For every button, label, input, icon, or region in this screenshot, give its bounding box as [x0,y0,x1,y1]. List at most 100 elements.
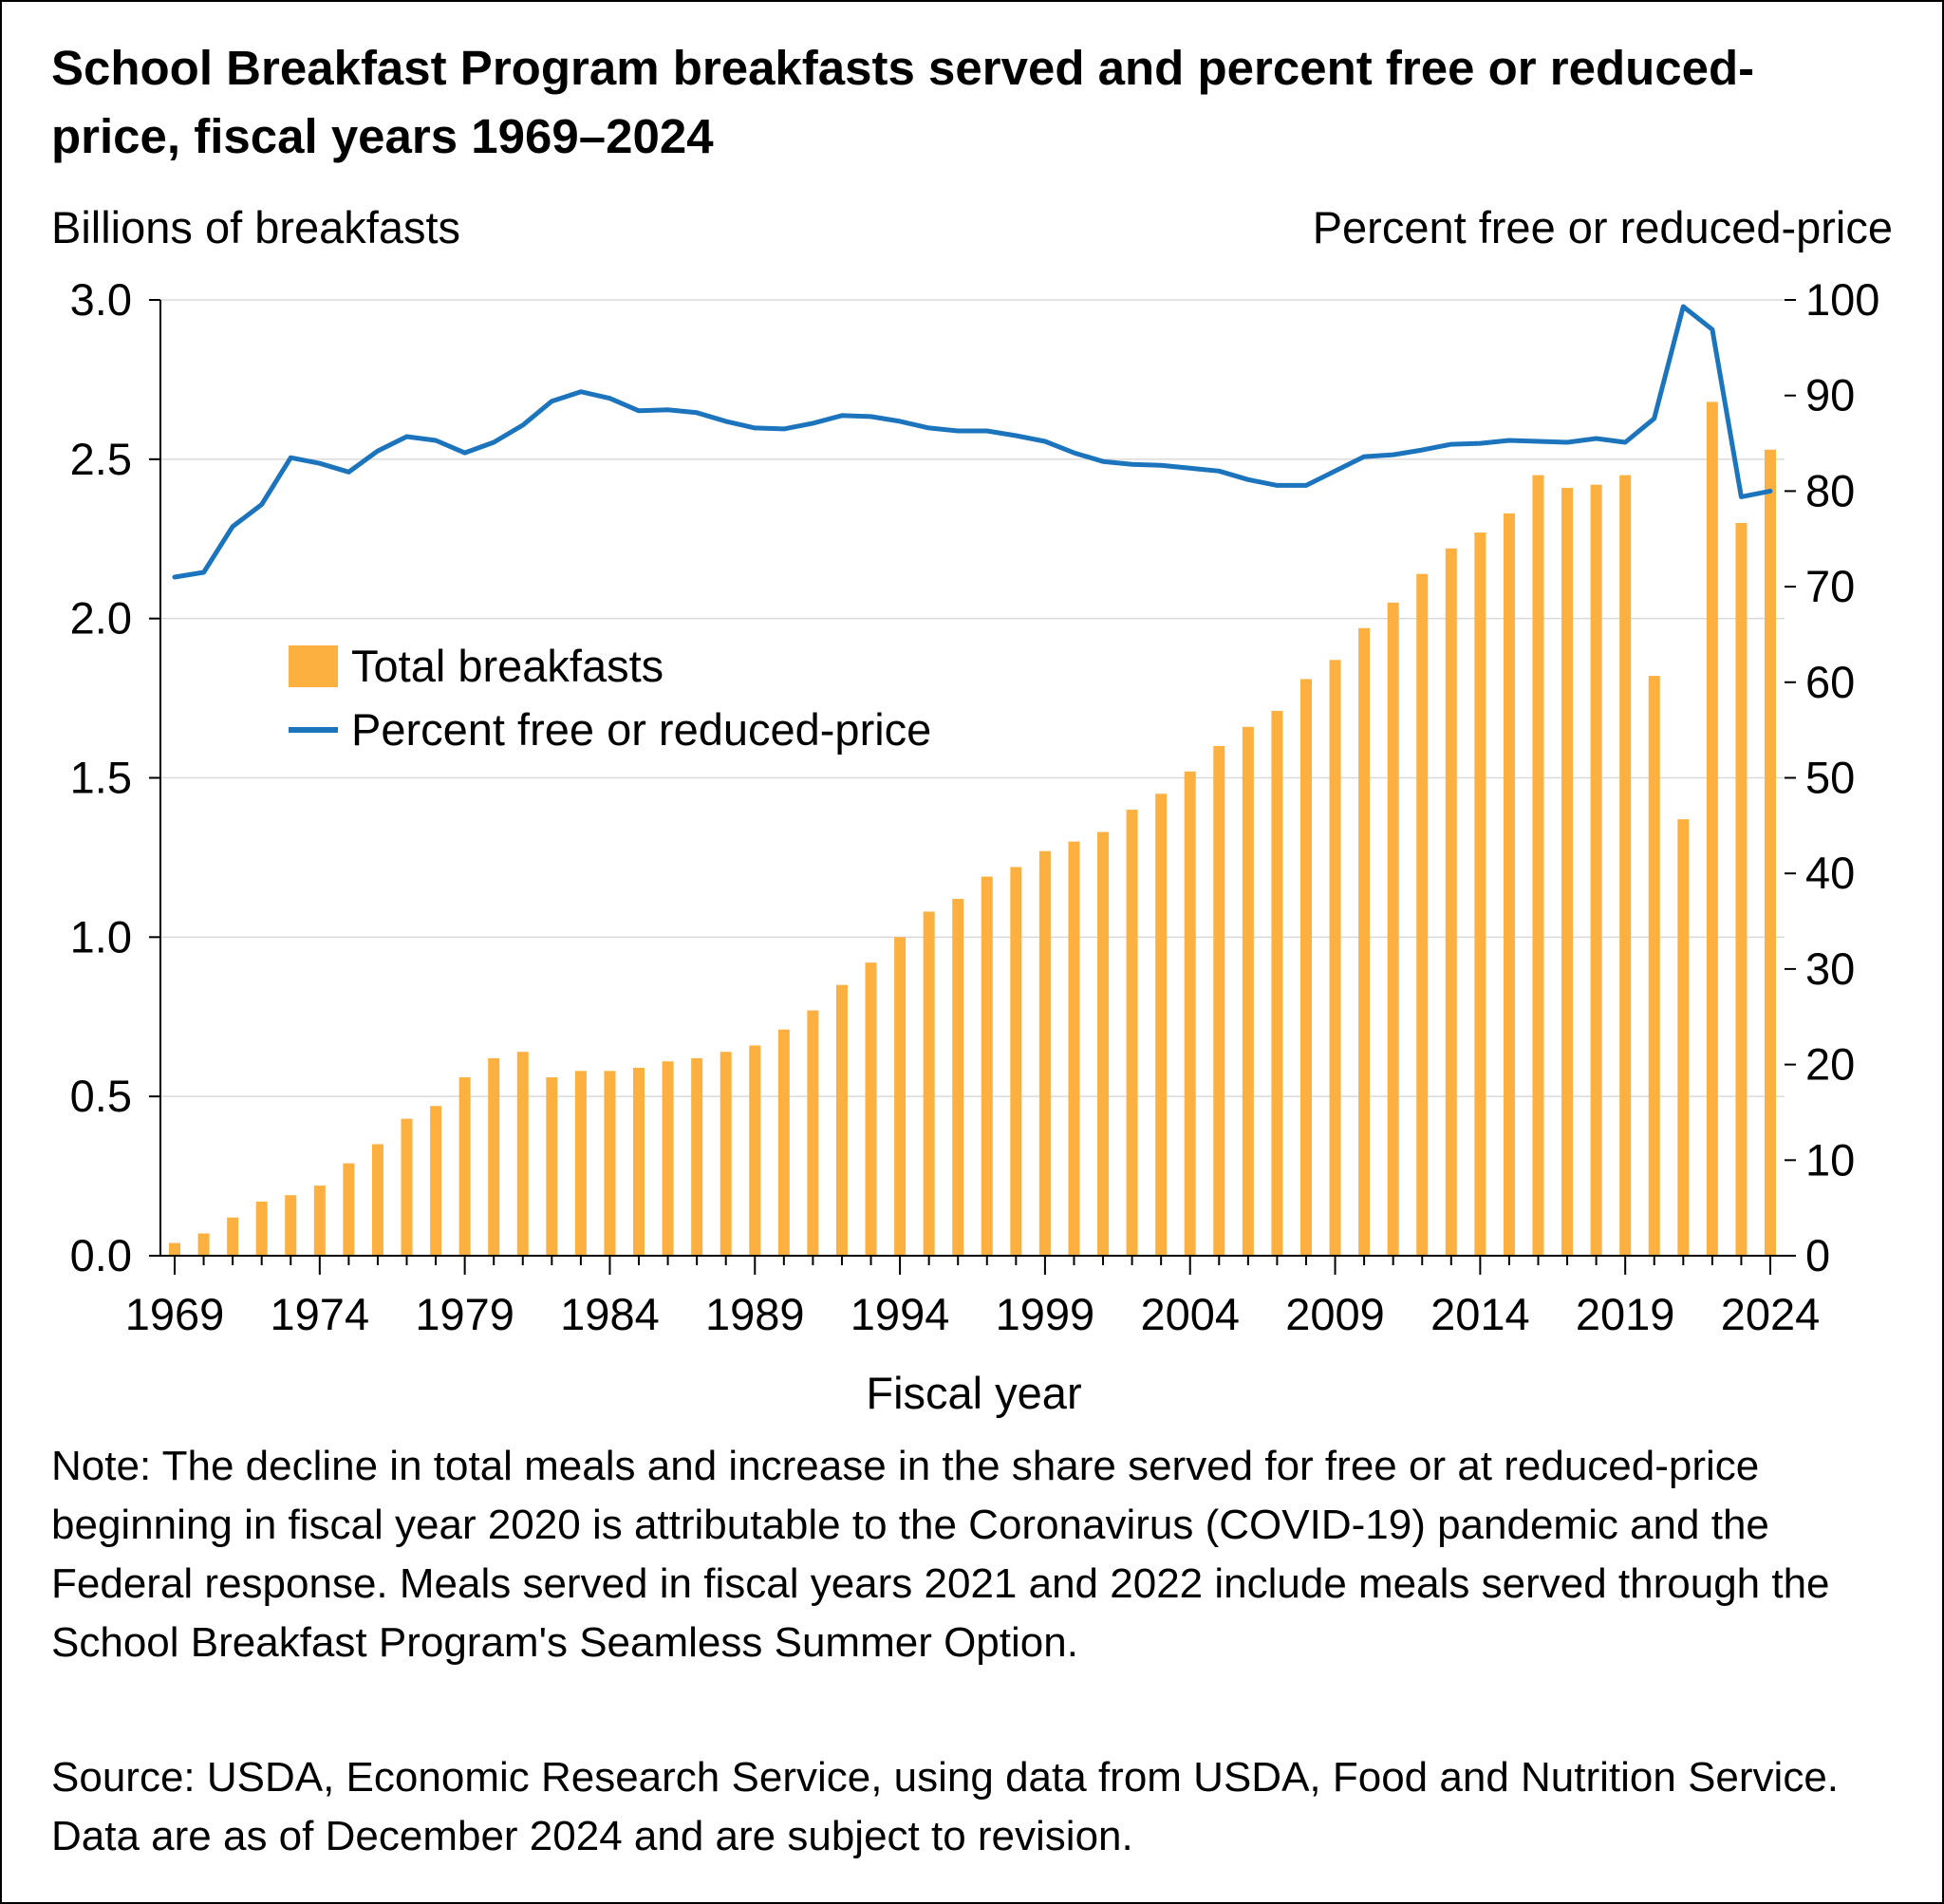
bar [691,1057,703,1256]
bar [1735,522,1748,1256]
x-axis-title: Fiscal year [866,1368,1082,1418]
x-tick-label: 1989 [705,1289,805,1339]
y2-tick-label: 30 [1805,943,1855,994]
y2-tick-label: 40 [1805,848,1855,898]
bar [1648,676,1660,1256]
bar [807,1010,819,1256]
y-tick-label: 0.0 [70,1230,132,1280]
left-axis-title: Billions of breakfasts [51,202,461,252]
bar [1242,726,1254,1256]
chart-source: Source: USDA, Economic Research Service,… [51,1754,1840,1859]
bar [1213,745,1225,1256]
bar [777,1029,790,1256]
bar [1561,488,1574,1256]
bar [1358,627,1371,1256]
y2-tick-label: 60 [1805,657,1855,707]
legend: Total breakfasts Percent free or reduced-… [289,641,931,755]
chart-note: Note: The decline in total meals and inc… [51,1443,1830,1666]
bar [430,1106,442,1256]
x-tick-label: 1979 [415,1289,514,1339]
bar [574,1071,587,1256]
y-tick-label: 0.5 [70,1071,132,1121]
y-tick-label: 3.0 [70,274,132,325]
percent-line [172,304,1773,580]
bar [1590,484,1602,1257]
bar [1155,793,1168,1256]
legend-label-bars: Total breakfasts [351,641,664,691]
y2-tick-label: 90 [1805,370,1855,420]
bar [749,1045,761,1256]
bar [285,1195,297,1256]
bar [662,1061,674,1256]
y2-tick-label: 20 [1805,1039,1855,1090]
bar [1271,711,1283,1256]
bar [1038,850,1051,1256]
y-tick-label: 1.0 [70,911,132,961]
right-axis-title: Percent free or reduced-price [1312,202,1893,252]
bar [401,1118,413,1256]
bar [1445,548,1457,1256]
y2-tick-label: 10 [1805,1134,1855,1185]
bar [923,911,935,1256]
bar [516,1052,529,1256]
bar [835,984,848,1256]
bar [633,1067,645,1256]
bar [1387,602,1399,1256]
x-tick-label: 1999 [996,1289,1095,1339]
bar [1619,475,1632,1256]
bar [371,1144,383,1256]
x-tick-label: 1994 [850,1289,950,1339]
bar [313,1185,326,1256]
y2-tick-label: 50 [1805,753,1855,803]
bar [865,962,877,1256]
bar [458,1077,471,1256]
y2-tick-label: 100 [1805,274,1879,325]
bar [720,1052,732,1256]
x-tick-label: 1969 [125,1289,225,1339]
x-tick-label: 2014 [1430,1289,1530,1339]
legend-label-line: Percent free or reduced-price [351,704,931,755]
bar [255,1201,268,1256]
bar [1532,475,1544,1256]
bar [1299,679,1312,1256]
bar [894,937,907,1256]
x-tick-label: 2009 [1285,1289,1385,1339]
y-tick-label: 2.5 [70,434,132,484]
bar [1126,810,1138,1256]
y-tick-label: 1.5 [70,753,132,803]
bar [1068,841,1080,1256]
bar [981,876,993,1256]
bar [488,1057,500,1256]
bar [1010,867,1022,1256]
bar [197,1233,210,1256]
y2-tick-label: 0 [1805,1230,1830,1280]
bar [227,1217,239,1256]
line-series [172,304,1773,580]
bar [1474,532,1486,1256]
bar [1097,831,1110,1256]
bar [169,1242,180,1256]
bar [1677,819,1690,1256]
bar [1329,660,1341,1256]
x-tick-label: 2024 [1721,1289,1821,1339]
x-tick-label: 2004 [1140,1289,1240,1339]
y2-tick-label: 70 [1805,561,1855,611]
axes: 0.0 0.5 1.0 1.5 2.0 2.5 3.0 0 10 20 30 40 50 60 70 80 90… [70,274,1880,1339]
combo-chart: 0.0 0.5 1.0 1.5 2.0 2.5 3.0 0 10 20 30 40 50 60 70 80 90… [70,274,1880,1339]
bar [1184,771,1196,1256]
bar [1765,449,1776,1257]
y-tick-label: 2.0 [70,593,132,644]
x-tick-label: 1974 [271,1289,370,1339]
legend-swatch-bars [289,645,338,687]
chart-title: School Breakfast Program breakfasts serv… [51,41,1755,163]
bar [343,1163,355,1256]
bar [952,899,964,1256]
bar [604,1071,616,1256]
bar [1416,573,1429,1256]
bar [546,1077,558,1256]
bar [1706,401,1718,1256]
y2-tick-label: 80 [1805,465,1855,515]
bar [1503,513,1515,1256]
x-tick-label: 1984 [560,1289,660,1339]
